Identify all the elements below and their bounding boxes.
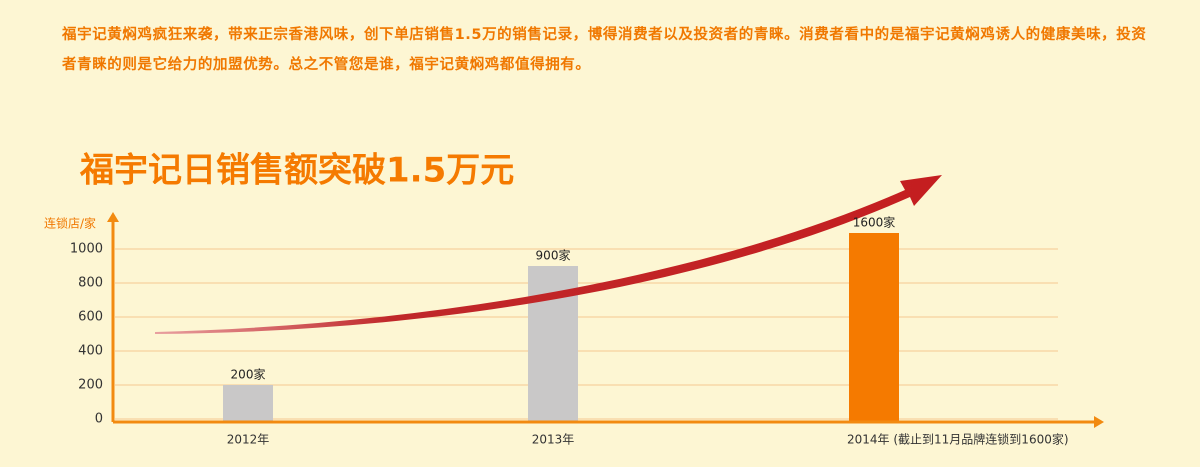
y-tick-label: 800 (78, 276, 103, 291)
value-label: 200家 (231, 367, 266, 382)
y-tick-label: 600 (78, 310, 103, 325)
value-label: 1600家 (853, 215, 896, 230)
x-tick-label: 2012年 (227, 433, 270, 447)
y-axis-arrow (107, 212, 119, 222)
y-tick-label: 200 (78, 378, 103, 393)
x-axis-arrow (1094, 416, 1104, 428)
y-tick-label: 1000 (70, 242, 103, 257)
y-tick-label: 0 (95, 412, 103, 427)
y-tick-label: 400 (78, 344, 103, 359)
x-tick-label: 2014年 (截止到11月品牌连锁到1600家) (847, 432, 1069, 447)
bar (223, 385, 273, 421)
intro-text: 福宇记黄焖鸡疯狂来袭，带来正宗香港风味，创下单店销售1.5万的销售记录，博得消费… (62, 27, 1147, 73)
chart-title: 福宇记日销售额突破1.5万元 (79, 151, 514, 191)
y-axis-label: 连锁店/家 (44, 216, 96, 231)
x-tick-label: 2013年 (532, 433, 575, 447)
bar (849, 233, 899, 421)
value-label: 900家 (536, 248, 571, 263)
